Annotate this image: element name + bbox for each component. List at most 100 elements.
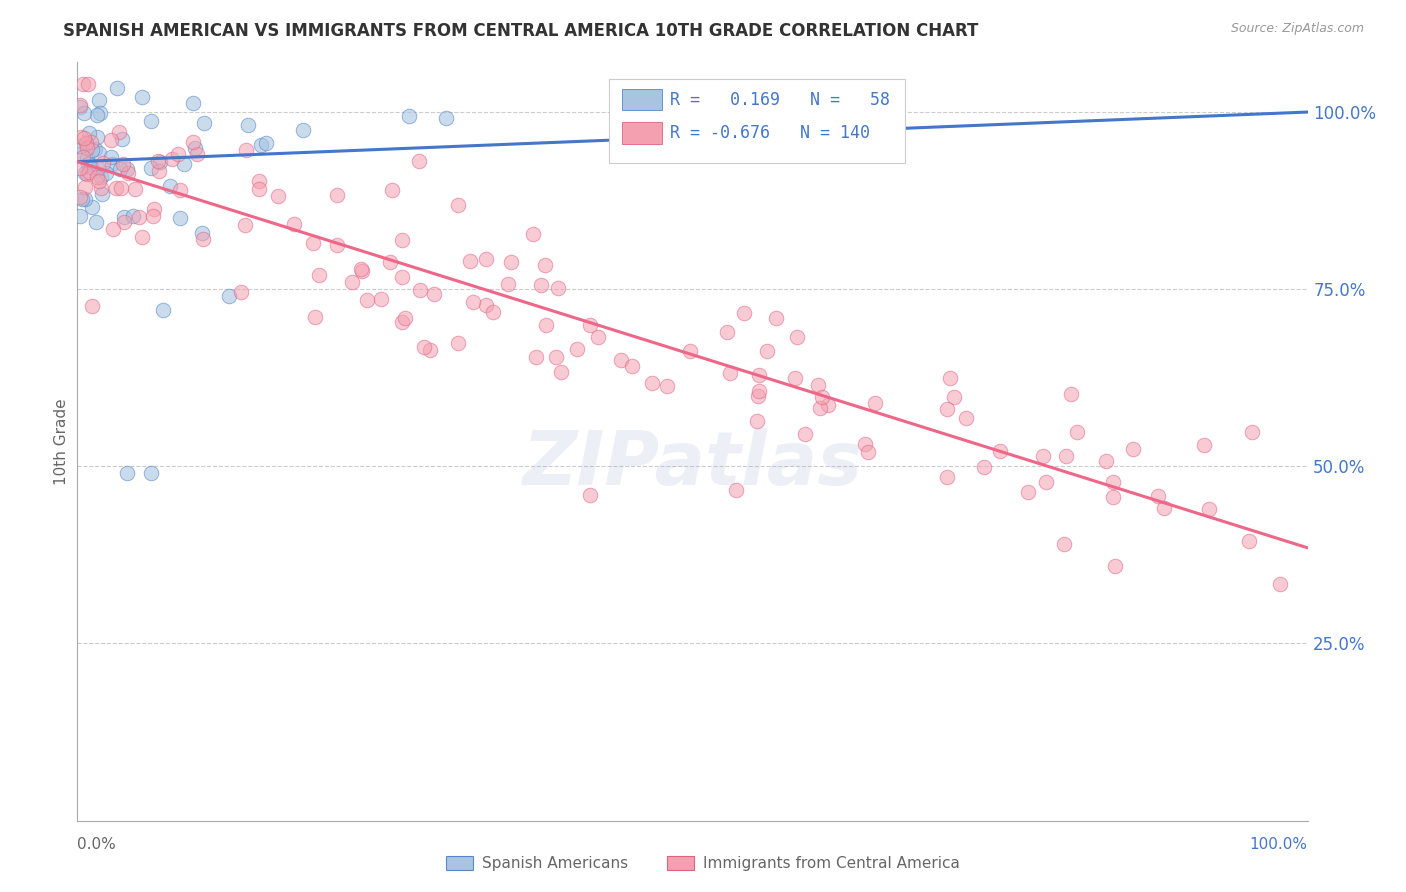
Point	[218, 289, 240, 303]
Point	[80, 144, 103, 158]
Point	[84, 142, 107, 156]
Point	[938, 370, 960, 384]
Point	[70, 130, 93, 145]
Point	[87, 161, 110, 175]
Point	[936, 469, 959, 483]
Point	[655, 379, 678, 393]
Point	[101, 221, 124, 235]
Point	[86, 108, 108, 122]
Point	[73, 106, 96, 120]
Point	[724, 483, 747, 497]
Point	[169, 183, 191, 197]
Point	[142, 210, 165, 224]
Text: R =   0.169   N =   58: R = 0.169 N = 58	[671, 91, 890, 109]
Point	[786, 330, 808, 344]
Point	[748, 368, 770, 383]
Point	[621, 359, 644, 373]
Point	[141, 467, 163, 481]
Point	[110, 181, 132, 195]
Point	[748, 384, 770, 398]
Point	[75, 193, 97, 207]
Point	[112, 211, 135, 225]
Point	[73, 131, 96, 145]
Point	[77, 126, 100, 140]
Point	[80, 299, 103, 313]
Point	[191, 226, 214, 240]
Point	[579, 487, 602, 501]
Point	[111, 132, 134, 146]
Point	[77, 77, 100, 91]
Point	[86, 169, 108, 184]
Point	[141, 113, 163, 128]
Point	[76, 151, 98, 165]
Point	[391, 315, 413, 329]
Point	[534, 258, 557, 272]
Point	[72, 150, 94, 164]
Point	[149, 154, 172, 169]
Point	[1066, 425, 1088, 439]
Point	[84, 215, 107, 229]
Point	[326, 237, 349, 252]
Point	[370, 292, 392, 306]
Point	[610, 352, 633, 367]
Point	[588, 329, 610, 343]
Point	[183, 95, 205, 110]
Text: Source: ZipAtlas.com: Source: ZipAtlas.com	[1230, 22, 1364, 36]
Point	[1122, 442, 1144, 457]
Point	[247, 182, 270, 196]
Point	[70, 192, 93, 206]
Point	[481, 305, 503, 319]
Point	[474, 298, 496, 312]
Point	[378, 255, 401, 269]
Point	[419, 343, 441, 358]
Point	[91, 155, 114, 169]
Point	[283, 217, 305, 231]
Point	[231, 285, 253, 300]
Point	[973, 460, 995, 475]
Point	[398, 109, 420, 123]
Point	[807, 378, 830, 392]
Point	[117, 166, 139, 180]
Point	[447, 335, 470, 350]
Point	[1017, 485, 1039, 500]
Point	[193, 116, 215, 130]
Point	[80, 200, 103, 214]
Point	[447, 198, 470, 212]
Point	[458, 254, 481, 268]
Point	[1054, 449, 1077, 463]
Point	[1095, 454, 1118, 468]
Point	[148, 163, 170, 178]
Point	[679, 344, 702, 359]
Point	[131, 90, 153, 104]
Point	[111, 157, 134, 171]
Point	[112, 214, 135, 228]
Point	[496, 277, 519, 291]
Point	[181, 135, 204, 149]
Point	[866, 122, 889, 136]
Point	[856, 445, 879, 459]
Point	[942, 390, 965, 404]
Point	[1053, 536, 1076, 550]
Point	[304, 310, 326, 324]
Point	[108, 125, 131, 139]
Point	[87, 93, 110, 107]
Point	[186, 146, 208, 161]
Point	[565, 342, 588, 356]
Point	[69, 209, 91, 223]
Point	[108, 161, 131, 176]
Point	[152, 303, 174, 318]
Text: ZIPatlas: ZIPatlas	[523, 428, 862, 500]
Point	[522, 227, 544, 241]
Point	[86, 130, 108, 145]
Y-axis label: 10th Grade: 10th Grade	[53, 398, 69, 485]
Point	[716, 325, 738, 339]
Point	[682, 116, 704, 130]
Point	[169, 211, 191, 226]
Point	[69, 147, 91, 161]
Point	[77, 164, 100, 178]
Point	[1192, 438, 1215, 452]
Point	[733, 306, 755, 320]
Point	[793, 427, 815, 442]
Point	[423, 287, 446, 301]
Point	[173, 157, 195, 171]
